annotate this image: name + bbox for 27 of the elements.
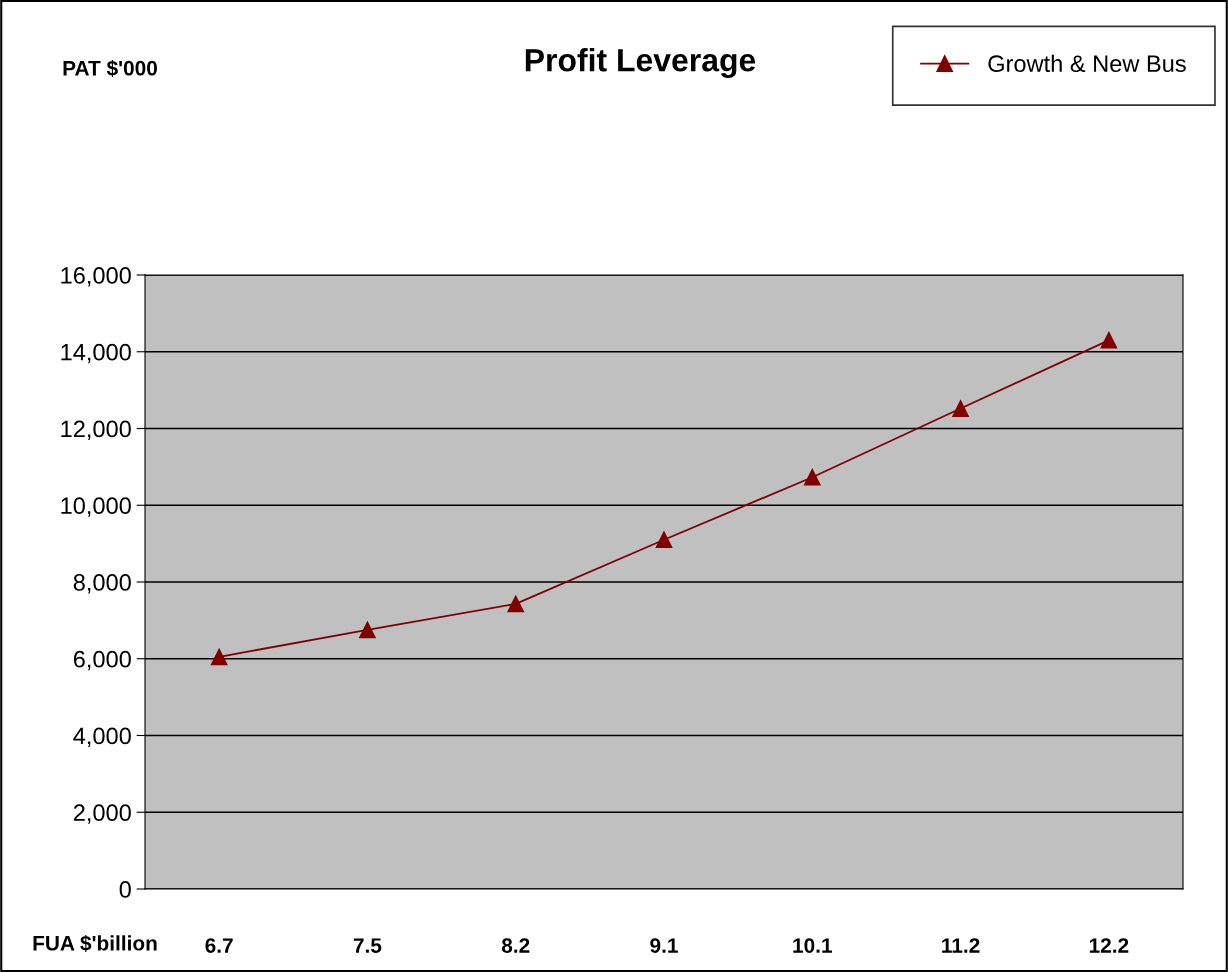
y-tick-label: 6,000 (73, 650, 131, 671)
point (803, 468, 821, 486)
x-tick-label: 12.2 (1089, 938, 1129, 953)
y-tick-label: 2,000 (73, 804, 131, 824)
y-tick-label: 12,000 (61, 420, 131, 441)
x-tick-label: 6.7 (205, 938, 233, 953)
point (210, 648, 228, 666)
x-tick-label: 7.5 (353, 938, 382, 953)
x-tick-label: 10.1 (793, 938, 832, 953)
x-tick-label: 11.2 (942, 938, 980, 953)
point (359, 621, 376, 639)
x-axis-title: FUA $'billion (33, 934, 157, 952)
y-tick-label: 4,000 (73, 727, 131, 748)
y-tick-label: 14,000 (61, 343, 131, 364)
text: PAT $'000 (63, 59, 157, 77)
point (507, 595, 525, 613)
y-tick-label: 10,000 (61, 497, 131, 517)
y-tick-label: 8,000 (73, 574, 131, 594)
point (952, 400, 969, 417)
x-tick-label: 9.1 (650, 938, 678, 953)
chart-title: Profit Leverage (525, 48, 756, 78)
legend-label: Growth & New Bus (988, 54, 1186, 73)
y-tick-label: 16,000 (61, 267, 131, 287)
point (1100, 331, 1118, 349)
point (655, 531, 673, 549)
x-tick-label: 8.2 (501, 938, 530, 953)
y-tick-label: 0 (119, 881, 131, 898)
